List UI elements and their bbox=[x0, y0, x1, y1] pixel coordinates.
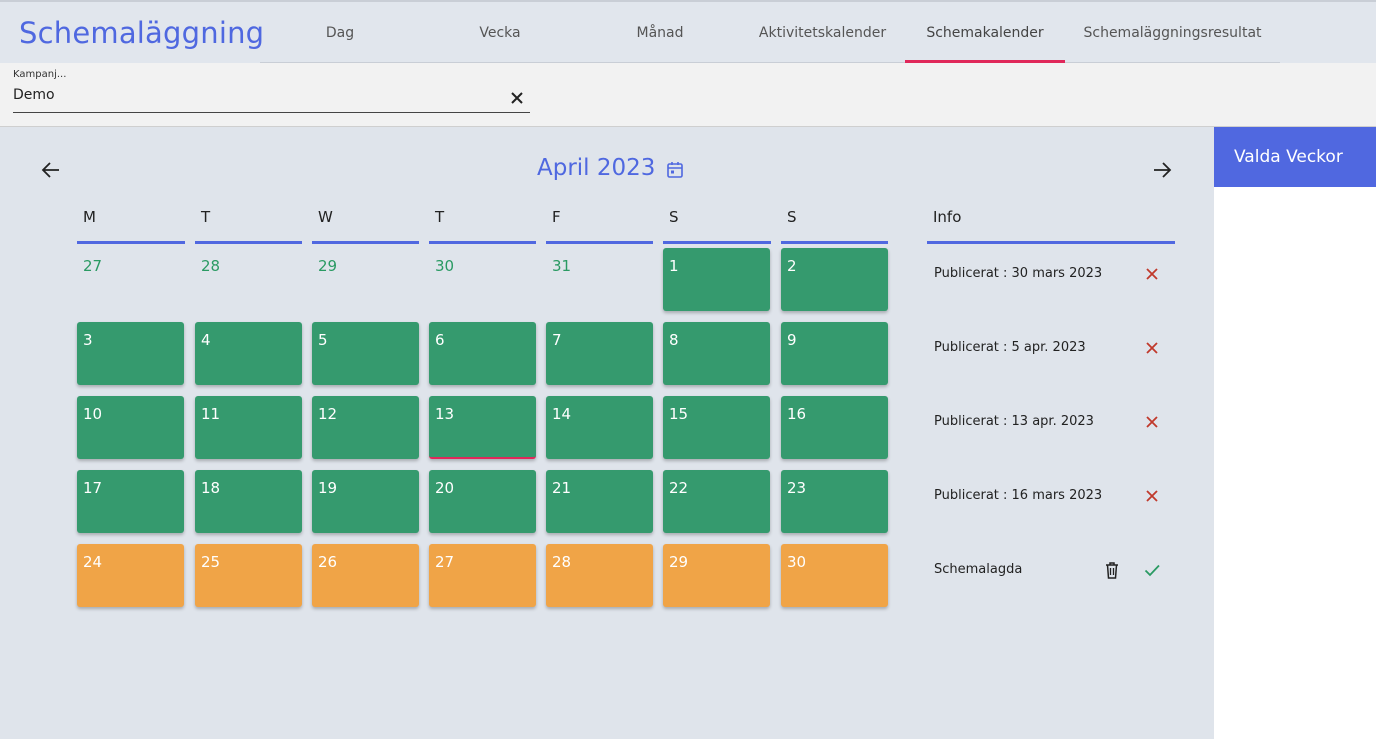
calendar-day[interactable]: 2 bbox=[781, 248, 888, 311]
calendar-day[interactable]: 20 bbox=[429, 470, 536, 533]
weekday-wednesday: W bbox=[312, 208, 419, 244]
campaign-field-label: Kampanj... bbox=[13, 69, 67, 80]
info-row-text: Publicerat : 30 mars 2023 bbox=[934, 266, 1103, 281]
campaign-bar: Kampanj... Demo bbox=[0, 63, 1376, 127]
calendar-day[interactable]: 24 bbox=[77, 544, 184, 607]
calendar-day[interactable]: 7 bbox=[546, 322, 653, 385]
trash-icon bbox=[1106, 562, 1118, 579]
calendar-day[interactable]: 26 bbox=[312, 544, 419, 607]
calendar-day[interactable]: 16 bbox=[781, 396, 888, 459]
calendar-day[interactable]: 22 bbox=[663, 470, 770, 533]
month-title: April 2023 bbox=[537, 155, 656, 181]
calendar-day-outside[interactable]: 28 bbox=[201, 257, 221, 275]
weekday-friday: F bbox=[546, 208, 653, 244]
delete-scheduled-button[interactable] bbox=[1102, 560, 1122, 580]
info-header: Info bbox=[927, 208, 1175, 244]
remove-published-button[interactable] bbox=[1142, 338, 1162, 358]
close-icon bbox=[511, 92, 523, 104]
calendar-day[interactable]: 12 bbox=[312, 396, 419, 459]
tab-bar: Dag Vecka Månad Aktivitetskalender Schem… bbox=[260, 2, 1280, 63]
calendar-day[interactable]: 10 bbox=[77, 396, 184, 459]
calendar-day[interactable]: 11 bbox=[195, 396, 302, 459]
remove-published-button[interactable] bbox=[1142, 264, 1162, 284]
selected-weeks-title: Valda Veckor bbox=[1214, 127, 1376, 187]
selected-weeks-panel: Valda Veckor bbox=[1214, 127, 1376, 739]
calendar-day[interactable]: 18 bbox=[195, 470, 302, 533]
calendar-day[interactable]: 9 bbox=[781, 322, 888, 385]
calendar-day[interactable]: 5 bbox=[312, 322, 419, 385]
calendar-day[interactable]: 13 bbox=[429, 396, 536, 459]
tab-schemalaggningsresultat[interactable]: Schemaläggningsresultat bbox=[1083, 24, 1262, 41]
calendar-day[interactable]: 29 bbox=[663, 544, 770, 607]
tab-aktivitetskalender[interactable]: Aktivitetskalender bbox=[758, 24, 887, 41]
remove-published-button[interactable] bbox=[1142, 486, 1162, 506]
tab-manad[interactable]: Månad bbox=[636, 24, 684, 41]
calendar-day[interactable]: 28 bbox=[546, 544, 653, 607]
weekday-sunday: S bbox=[781, 208, 888, 244]
arrow-left-icon bbox=[41, 162, 59, 178]
close-icon bbox=[1146, 268, 1158, 280]
previous-month-button[interactable] bbox=[38, 157, 64, 183]
top-bar: Schemaläggning Dag Vecka Månad Aktivitet… bbox=[0, 0, 1376, 63]
check-icon bbox=[1144, 564, 1160, 577]
calendar-day[interactable]: 23 bbox=[781, 470, 888, 533]
info-row-text: Publicerat : 13 apr. 2023 bbox=[934, 414, 1094, 429]
calendar-day[interactable]: 25 bbox=[195, 544, 302, 607]
weekday-tuesday: T bbox=[195, 208, 302, 244]
calendar-day[interactable]: 14 bbox=[546, 396, 653, 459]
calendar-day[interactable]: 6 bbox=[429, 322, 536, 385]
calendar-day[interactable]: 19 bbox=[312, 470, 419, 533]
next-month-button[interactable] bbox=[1149, 157, 1175, 183]
calendar-day[interactable]: 8 bbox=[663, 322, 770, 385]
calendar-day[interactable]: 30 bbox=[781, 544, 888, 607]
calendar-day[interactable]: 15 bbox=[663, 396, 770, 459]
clear-campaign-button[interactable] bbox=[508, 89, 526, 107]
campaign-field[interactable]: Demo bbox=[13, 87, 55, 103]
weekday-saturday: S bbox=[663, 208, 771, 244]
arrow-right-icon bbox=[1154, 162, 1172, 178]
info-row-text: Schemalagda bbox=[934, 562, 1023, 577]
calendar-day[interactable]: 4 bbox=[195, 322, 302, 385]
campaign-field-underline bbox=[13, 112, 530, 113]
calendar-day[interactable]: 27 bbox=[429, 544, 536, 607]
info-row-text: Publicerat : 16 mars 2023 bbox=[934, 488, 1103, 503]
calendar-day-outside[interactable]: 30 bbox=[435, 257, 455, 275]
calendar-icon[interactable] bbox=[665, 160, 685, 180]
close-icon bbox=[1146, 490, 1158, 502]
calendar-day-outside[interactable]: 29 bbox=[318, 257, 338, 275]
calendar-day[interactable]: 21 bbox=[546, 470, 653, 533]
publish-scheduled-button[interactable] bbox=[1142, 560, 1162, 580]
app-title: Schemaläggning bbox=[19, 16, 265, 50]
remove-published-button[interactable] bbox=[1142, 412, 1162, 432]
tab-vecka[interactable]: Vecka bbox=[479, 24, 521, 41]
calendar-day-outside[interactable]: 31 bbox=[552, 257, 572, 275]
calendar-day[interactable]: 3 bbox=[77, 322, 184, 385]
info-row-text: Publicerat : 5 apr. 2023 bbox=[934, 340, 1086, 355]
weekday-thursday: T bbox=[429, 208, 536, 244]
weekday-monday: M bbox=[77, 208, 185, 244]
tab-dag[interactable]: Dag bbox=[325, 24, 355, 41]
tab-schemakalender[interactable]: Schemakalender bbox=[905, 2, 1065, 63]
calendar-day-outside[interactable]: 27 bbox=[83, 257, 103, 275]
close-icon bbox=[1146, 342, 1158, 354]
calendar-day[interactable]: 17 bbox=[77, 470, 184, 533]
close-icon bbox=[1146, 416, 1158, 428]
calendar-day[interactable]: 1 bbox=[663, 248, 770, 311]
